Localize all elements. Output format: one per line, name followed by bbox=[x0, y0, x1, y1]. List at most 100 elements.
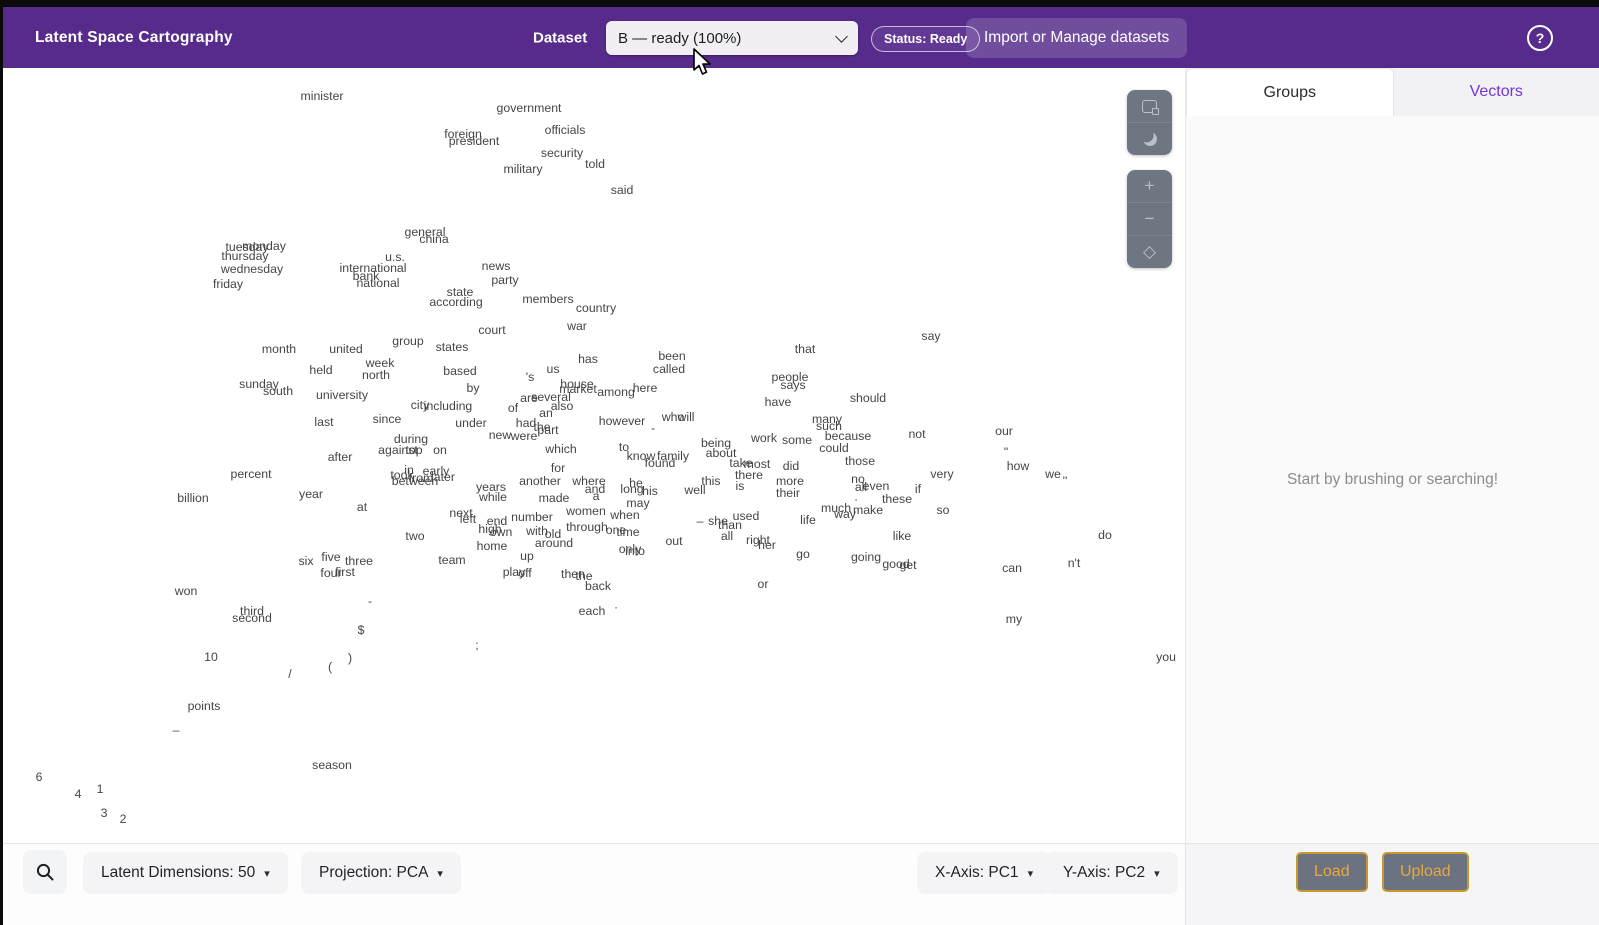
word-label[interactable]: so bbox=[936, 503, 950, 517]
word-label[interactable]: all bbox=[720, 529, 734, 543]
word-label[interactable]: take bbox=[729, 456, 753, 470]
word-label[interactable]: court bbox=[478, 323, 506, 337]
word-label[interactable]: old bbox=[544, 527, 562, 541]
word-label[interactable]: found bbox=[644, 456, 676, 470]
word-label[interactable]: make bbox=[852, 503, 884, 517]
word-label[interactable]: by bbox=[466, 381, 480, 395]
word-label[interactable]: the bbox=[575, 569, 593, 583]
word-label[interactable]: news bbox=[481, 259, 511, 273]
word-label[interactable]: sunday bbox=[239, 377, 279, 391]
dataset-select[interactable]: B — ready (100%) bbox=[606, 21, 858, 55]
word-label[interactable]: states bbox=[435, 340, 469, 354]
word-label[interactable]: said bbox=[610, 183, 634, 197]
word-label[interactable]: in bbox=[404, 463, 414, 477]
word-label[interactable]: about bbox=[705, 446, 737, 460]
word-label[interactable]: made bbox=[538, 491, 570, 505]
word-label[interactable]: then bbox=[561, 567, 585, 581]
word-label[interactable]: have bbox=[764, 395, 792, 409]
zoom-out-button[interactable]: − bbox=[1127, 202, 1172, 235]
word-label[interactable]: third bbox=[240, 604, 264, 618]
word-label[interactable]: may bbox=[626, 496, 650, 510]
word-label[interactable]: those bbox=[844, 454, 876, 468]
word-label[interactable]: based bbox=[443, 364, 477, 378]
latent-dimensions-dropdown[interactable]: Latent Dimensions: 50 ▾ bbox=[83, 852, 288, 894]
word-label[interactable]: – bbox=[696, 514, 704, 528]
word-label[interactable]: 's bbox=[525, 370, 535, 384]
word-label[interactable]: that bbox=[794, 342, 816, 356]
word-label[interactable]: being bbox=[700, 436, 732, 450]
word-label[interactable]: university bbox=[316, 388, 368, 402]
word-label[interactable]: foreign bbox=[444, 127, 482, 141]
word-label[interactable]: market bbox=[559, 382, 597, 396]
word-label[interactable]: officials bbox=[544, 123, 586, 137]
word-label[interactable]: security bbox=[540, 146, 584, 160]
word-label[interactable]: long bbox=[620, 482, 644, 496]
word-label[interactable]: house bbox=[560, 377, 594, 391]
word-label[interactable]: 6 bbox=[35, 770, 43, 784]
word-label[interactable]: back bbox=[585, 579, 611, 593]
word-label[interactable]: around bbox=[534, 536, 574, 550]
word-label[interactable]: top bbox=[405, 443, 423, 457]
word-label[interactable]: good bbox=[882, 557, 910, 571]
word-label[interactable]: an bbox=[539, 406, 553, 420]
word-label[interactable]: billion bbox=[177, 491, 209, 505]
word-label[interactable]: state bbox=[446, 285, 474, 299]
word-label[interactable]: at bbox=[356, 500, 368, 514]
word-label[interactable]: points bbox=[187, 699, 221, 713]
word-label[interactable]: their bbox=[776, 486, 800, 500]
word-label[interactable]: a bbox=[592, 489, 600, 503]
word-label[interactable]: our bbox=[995, 424, 1013, 438]
word-label[interactable]: last bbox=[314, 415, 334, 429]
word-label[interactable]: team bbox=[438, 553, 466, 567]
word-label[interactable]: against bbox=[378, 443, 418, 457]
word-label[interactable]: these bbox=[881, 492, 913, 506]
brush-select-button[interactable] bbox=[1127, 90, 1172, 122]
word-label[interactable]: like bbox=[892, 529, 912, 543]
word-label[interactable]: members bbox=[522, 292, 574, 306]
word-label[interactable]: - bbox=[650, 421, 656, 435]
word-label[interactable]: end bbox=[486, 514, 508, 528]
word-label[interactable]: military bbox=[503, 162, 543, 176]
word-label[interactable]: 3 bbox=[100, 806, 108, 820]
x-axis-dropdown[interactable]: X-Axis: PC1 ▾ bbox=[917, 852, 1052, 894]
word-label[interactable]: not bbox=[908, 427, 926, 441]
word-label[interactable]: much bbox=[820, 501, 852, 515]
word-label[interactable]: bank bbox=[352, 269, 380, 283]
word-label[interactable]: six bbox=[298, 554, 314, 568]
word-label[interactable]: which bbox=[545, 442, 577, 456]
word-label[interactable]: to bbox=[618, 440, 630, 454]
word-label[interactable]: than bbox=[718, 518, 742, 532]
word-label[interactable]: left bbox=[459, 512, 477, 526]
word-label[interactable]: up bbox=[520, 549, 534, 563]
projection-dropdown[interactable]: Projection: PCA ▾ bbox=[301, 852, 461, 894]
word-label[interactable]: for bbox=[550, 461, 566, 475]
word-label[interactable]: do bbox=[1098, 528, 1112, 542]
word-label[interactable]: party bbox=[491, 273, 519, 287]
word-label[interactable]: among bbox=[597, 385, 635, 399]
word-label[interactable]: time bbox=[616, 525, 640, 539]
word-label[interactable]: and bbox=[584, 482, 606, 496]
word-label[interactable]: will bbox=[677, 410, 695, 424]
word-label[interactable]: president bbox=[448, 134, 500, 148]
word-label[interactable]: own bbox=[489, 525, 513, 539]
word-label[interactable]: how bbox=[1006, 459, 1030, 473]
word-label[interactable]: season bbox=[312, 758, 352, 772]
word-label[interactable]: no bbox=[851, 472, 865, 486]
word-label[interactable]: during bbox=[393, 432, 429, 446]
word-label[interactable]: national bbox=[356, 276, 400, 290]
word-label[interactable]: we bbox=[1045, 467, 1061, 481]
word-label[interactable]: - bbox=[367, 594, 373, 608]
word-label[interactable]: are bbox=[520, 391, 538, 405]
word-label[interactable]: between bbox=[391, 474, 439, 488]
word-label[interactable]: get bbox=[899, 558, 917, 572]
word-label[interactable]: three bbox=[344, 554, 374, 568]
word-label[interactable]: or bbox=[757, 577, 769, 591]
word-label[interactable]: early bbox=[422, 464, 450, 478]
word-label[interactable]: my bbox=[1005, 612, 1023, 626]
word-label[interactable]: n't bbox=[1067, 556, 1081, 570]
word-label[interactable]: new bbox=[488, 428, 512, 442]
word-label[interactable]: is bbox=[735, 479, 745, 493]
word-label[interactable]: city bbox=[410, 398, 430, 412]
word-label[interactable]: years bbox=[475, 480, 507, 494]
word-label[interactable]: week bbox=[365, 356, 395, 370]
